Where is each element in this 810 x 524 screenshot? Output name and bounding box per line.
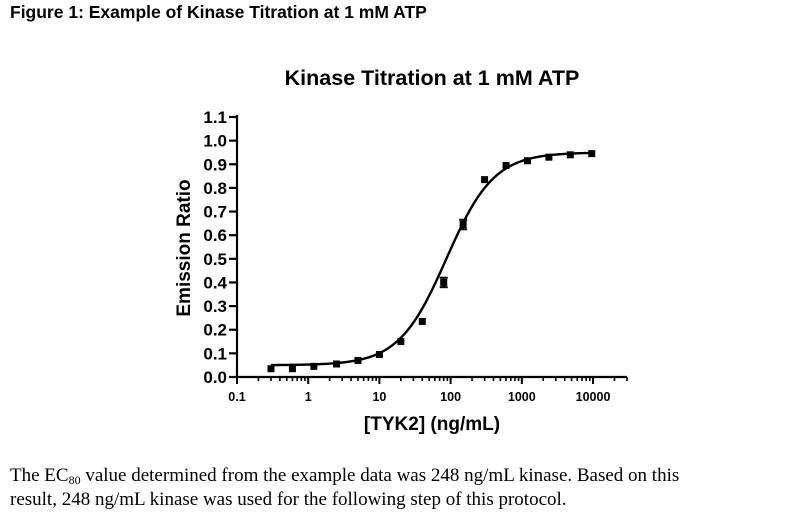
data-point	[459, 221, 467, 229]
data-point	[310, 362, 318, 370]
data-point	[418, 317, 426, 325]
data-point	[502, 161, 510, 169]
x-tick-label: 1000	[508, 390, 536, 404]
y-tick-label: 0.8	[203, 179, 227, 198]
y-tick-label: 0.5	[203, 250, 227, 269]
x-tick-label: 10000	[576, 390, 611, 404]
data-point	[545, 153, 553, 161]
figure-caption: Figure 1: Example of Kinase Titration at…	[10, 2, 427, 22]
x-tick-label: 0.1	[228, 390, 245, 404]
y-tick-label: 0.4	[203, 273, 227, 292]
data-point	[267, 365, 275, 373]
data-point	[523, 157, 531, 165]
chart-title: Kinase Titration at 1 mM ATP	[285, 66, 580, 90]
y-tick-label: 0.2	[203, 321, 227, 340]
data-point	[354, 356, 362, 364]
y-tick-label: 0.7	[203, 203, 227, 222]
body-line-1-pre: The EC	[10, 465, 69, 486]
y-tick-label: 0.6	[203, 226, 227, 245]
y-axis-label: Emission Ratio	[174, 179, 195, 316]
body-paragraph: The EC80 value determined from the examp…	[10, 464, 810, 512]
x-axis-label: [TYK2] (ng/mL)	[364, 414, 500, 435]
y-tick-label: 1.1	[203, 108, 227, 127]
y-tick-label: 1.0	[203, 132, 227, 151]
body-line-1: The EC80 value determined from the examp…	[10, 464, 810, 488]
body-line-2: result, 248 ng/mL kinase was used for th…	[10, 489, 567, 510]
data-point	[481, 176, 489, 184]
data-point	[397, 338, 405, 346]
y-tick-label: 0.0	[203, 368, 227, 387]
x-tick-label: 1	[305, 390, 312, 404]
plot-area: 0.00.10.20.30.40.50.60.70.80.91.01.10.1 1…	[203, 108, 628, 404]
data-point	[440, 278, 448, 286]
y-tick-label: 0.1	[203, 344, 227, 363]
chart-svg: Kinase Titration at 1 mM ATP 0.00.10.20.…	[174, 66, 628, 435]
fit-curve	[270, 151, 592, 367]
data-point	[566, 151, 574, 159]
chart-figure: Kinase Titration at 1 mM ATP 0.0 0.1 0.2 0.…	[174, 66, 628, 435]
y-tick-label: 0.9	[203, 155, 227, 174]
body-line-1-post: value determined from the example data w…	[80, 465, 680, 486]
ec-subscript: 80	[68, 473, 81, 487]
x-tick-label: 100	[440, 390, 461, 404]
data-point	[288, 365, 296, 373]
y-tick-label: 0.3	[203, 297, 227, 316]
data-point	[333, 360, 341, 368]
x-tick-label: 10	[372, 390, 386, 404]
data-point	[588, 150, 596, 158]
data-point	[375, 351, 383, 359]
